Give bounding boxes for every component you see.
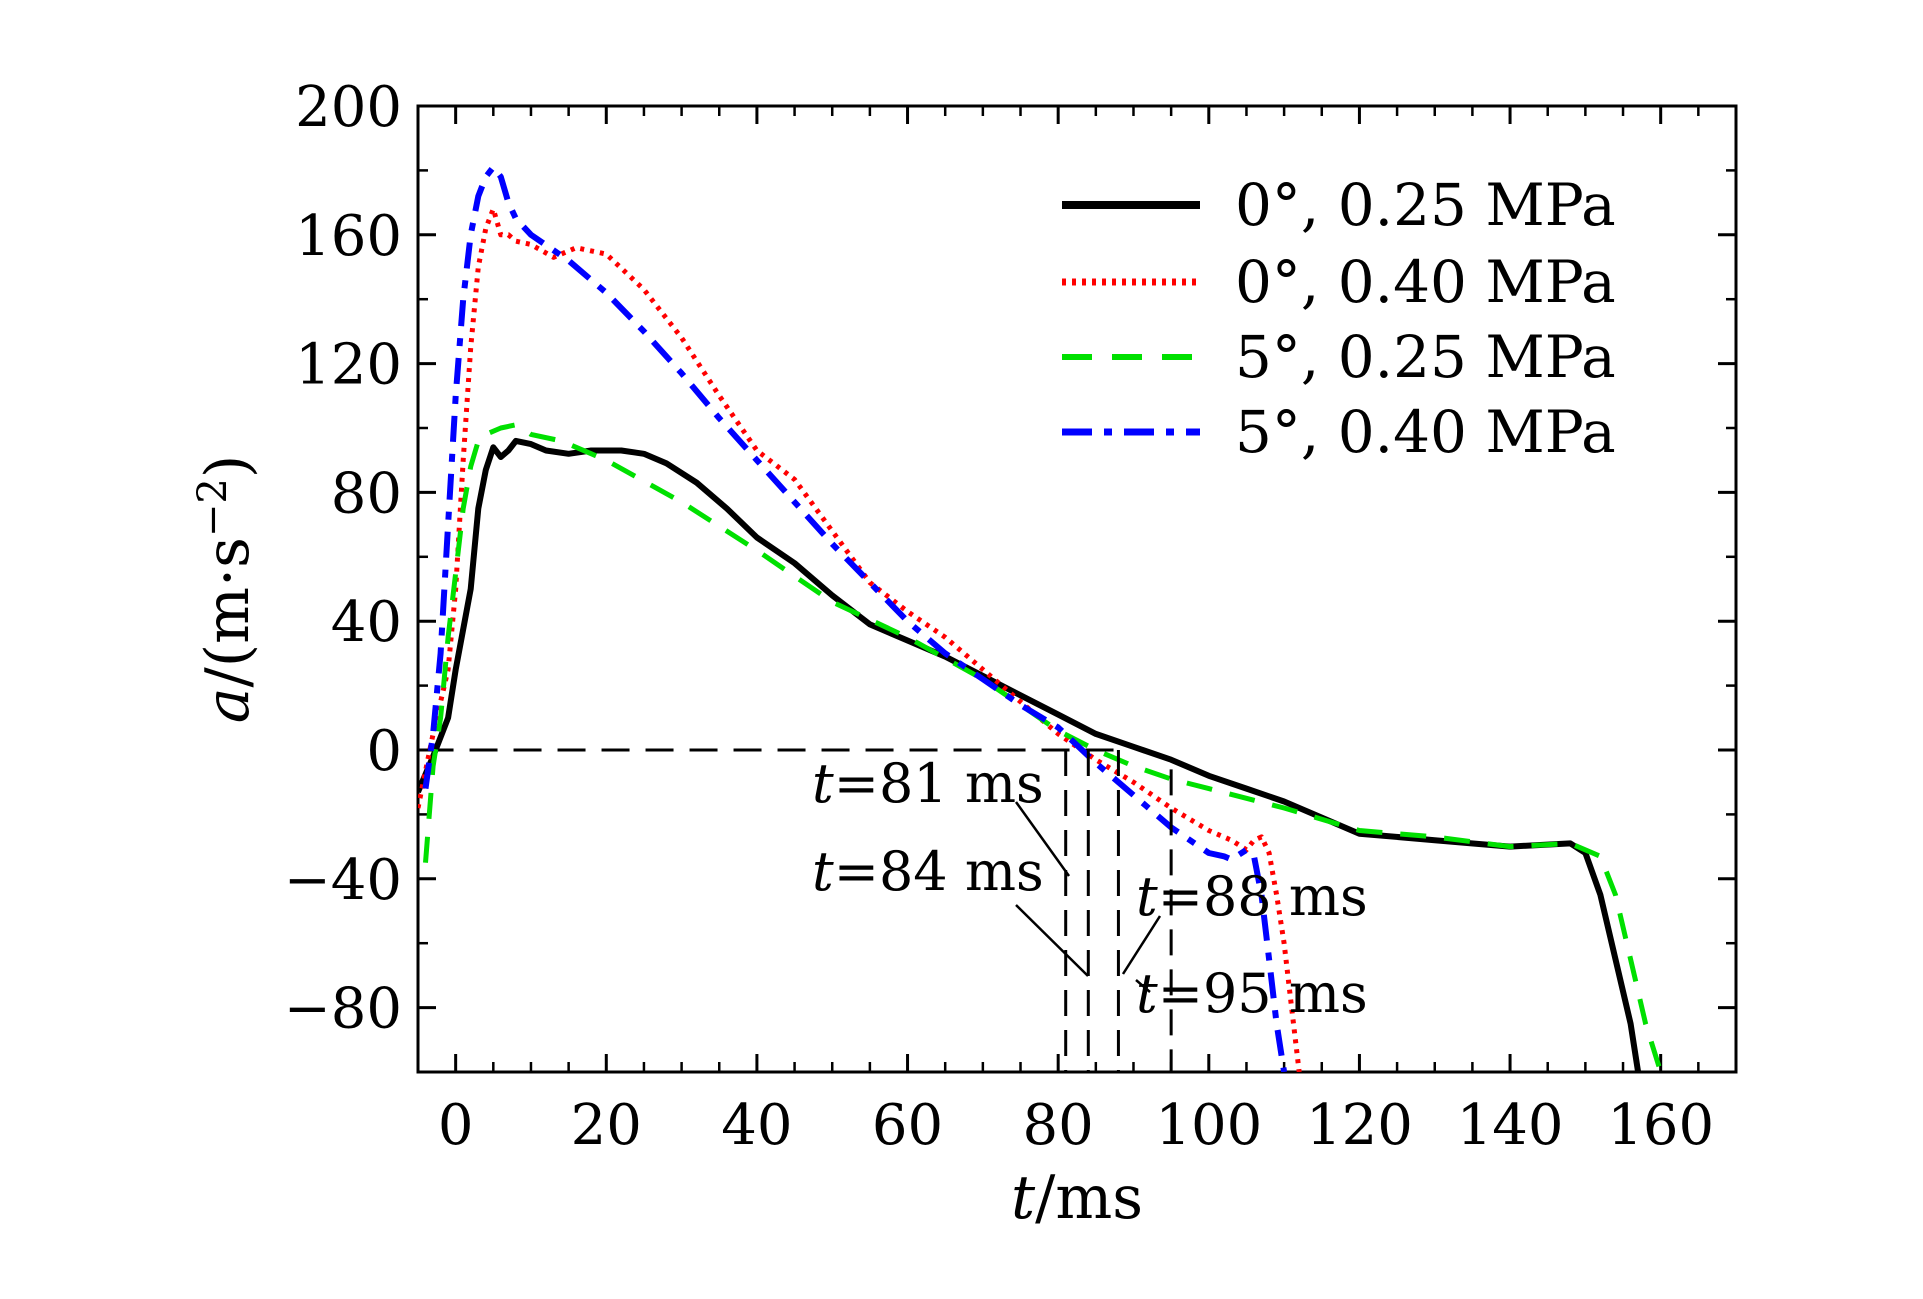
y-tick-label: 0 xyxy=(366,719,402,784)
series-line-1 xyxy=(418,437,1642,1072)
x-axis-title: t/ms xyxy=(1011,1163,1143,1233)
x-tick-label: 0 xyxy=(438,1093,474,1158)
annotation-leader xyxy=(1135,979,1151,993)
legend-label-series-1: 0°, 0.25 MPa xyxy=(1235,171,1616,239)
y-tick-label: 80 xyxy=(331,461,402,526)
annotation-layer: t=81 ms t=84 ms t=88 ms t=95 ms xyxy=(812,750,1368,1072)
annotation-leader xyxy=(1014,801,1071,877)
y-tick-label: 40 xyxy=(331,590,402,655)
annotation-label: t=95 ms xyxy=(1136,962,1368,1025)
annotation-leader xyxy=(1121,915,1162,975)
series-line-3 xyxy=(423,422,1664,1072)
x-tick-label: 40 xyxy=(721,1093,792,1158)
annotation-label: t=81 ms xyxy=(812,752,1044,815)
y-tick-label: −80 xyxy=(284,977,402,1042)
y-tick-label: −40 xyxy=(284,848,402,913)
y-tick-label: 160 xyxy=(295,204,402,269)
x-tick-label: 100 xyxy=(1155,1093,1262,1158)
legend: 0°, 0.25 MPa 0°, 0.40 MPa 5°, 0.25 MPa 5… xyxy=(1062,171,1616,466)
series-line-4 xyxy=(422,164,1288,1072)
annotation-leader xyxy=(1015,904,1089,977)
axis-ticks xyxy=(416,104,1738,1074)
legend-label-series-4: 5°, 0.40 MPa xyxy=(1235,398,1616,466)
annotation-label: t=84 ms xyxy=(812,840,1044,903)
annotation-label: t=88 ms xyxy=(1136,865,1368,928)
y-tick-label: 120 xyxy=(295,333,402,398)
x-tick-label: 120 xyxy=(1306,1093,1413,1158)
legend-label-series-2: 0°, 0.40 MPa xyxy=(1235,248,1616,316)
axis-tick-labels: 0 20 40 60 80 100 120 140 160 −80 −40 0 40 80 120 160 20… xyxy=(284,75,1714,1158)
legend-label-series-3: 5°, 0.25 MPa xyxy=(1235,323,1616,391)
series-line-2 xyxy=(418,206,1302,1072)
x-tick-label: 20 xyxy=(571,1093,642,1158)
x-tick-label: 80 xyxy=(1023,1093,1094,1158)
y-tick-label: 200 xyxy=(295,75,402,140)
x-tick-label: 60 xyxy=(872,1093,943,1158)
y-axis-title: a/(m·s−2) xyxy=(190,455,263,724)
plot-area-frame xyxy=(416,104,1738,1074)
x-tick-label: 160 xyxy=(1607,1093,1714,1158)
x-tick-label: 140 xyxy=(1457,1093,1564,1158)
series-layer xyxy=(418,164,1664,1072)
